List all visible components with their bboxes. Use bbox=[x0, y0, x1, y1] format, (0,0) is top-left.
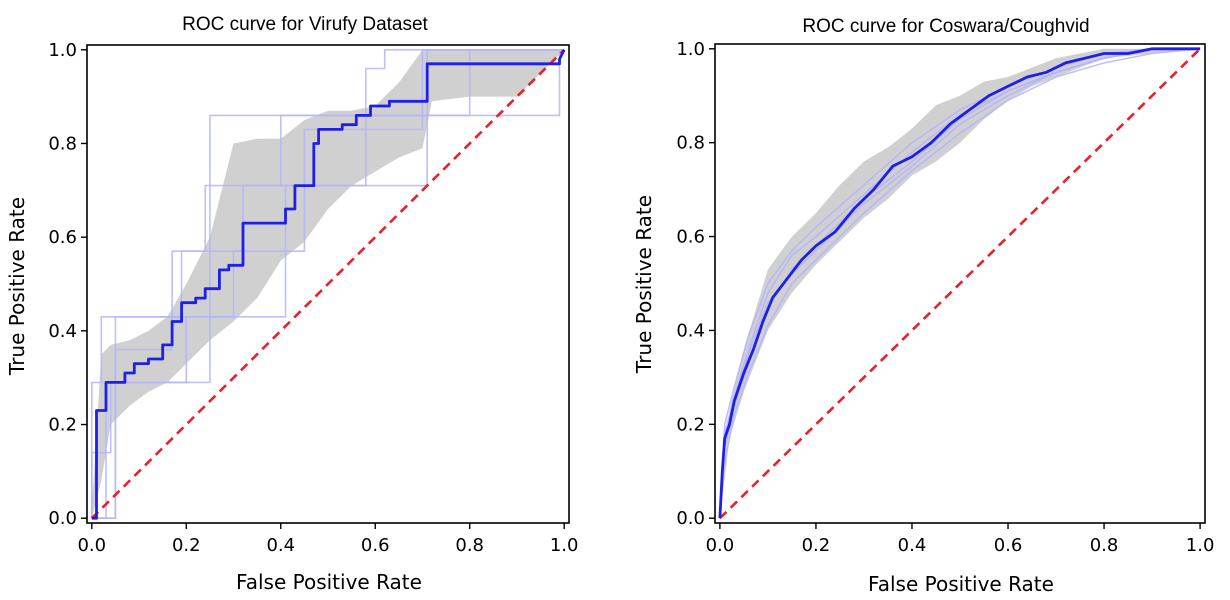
chance-line bbox=[718, 47, 1202, 520]
chart-title: ROC curve for Virufy Dataset bbox=[182, 14, 428, 35]
x-tick-label: 0.0 bbox=[706, 535, 735, 556]
x-tick-label: 0.0 bbox=[77, 535, 106, 556]
plot-frame bbox=[86, 44, 570, 524]
y-tick-label: 0.2 bbox=[676, 414, 705, 435]
plot-area bbox=[90, 48, 566, 520]
x-axis-label: False Positive Rate bbox=[868, 572, 1054, 596]
y-tick-label: 0.6 bbox=[676, 227, 705, 248]
x-tick-label: 0.6 bbox=[361, 535, 390, 556]
std-band bbox=[91, 49, 565, 519]
chance-line bbox=[90, 48, 566, 520]
x-tick-label: 0.8 bbox=[1090, 535, 1119, 556]
fold-curve-3 bbox=[91, 48, 565, 519]
plot-frame bbox=[714, 43, 1206, 524]
y-axis-label: True Positive Rate bbox=[5, 197, 29, 376]
y-tick-label: 0.0 bbox=[48, 508, 77, 529]
y-tick-label: 0.0 bbox=[676, 508, 705, 529]
fold-curve-1 bbox=[91, 48, 565, 519]
y-tick-label: 0.6 bbox=[48, 227, 77, 248]
x-tick-label: 0.2 bbox=[802, 535, 831, 556]
x-tick-label: 1.0 bbox=[550, 535, 579, 556]
plot-area bbox=[718, 47, 1202, 520]
x-tick-label: 0.8 bbox=[455, 535, 484, 556]
x-tick-label: 0.6 bbox=[994, 535, 1023, 556]
roc-panel-virufy: ROC curve for Virufy Dataset False Posit… bbox=[5, 14, 579, 594]
y-axis-label: True Positive Rate bbox=[632, 195, 656, 374]
fold-curve-5 bbox=[91, 48, 565, 520]
std-band bbox=[719, 48, 1201, 519]
mean-roc-curve bbox=[91, 49, 566, 520]
mean-roc-curve bbox=[718, 47, 1201, 519]
fold-curve-3 bbox=[719, 48, 1201, 519]
x-axis-label: False Positive Rate bbox=[236, 570, 422, 594]
roc-panel-coswara-coughvid: ROC curve for Coswara/Coughvid False Pos… bbox=[632, 16, 1214, 596]
x-tick-label: 0.4 bbox=[266, 535, 295, 556]
y-tick-label: 1.0 bbox=[676, 39, 705, 60]
y-tick-label: 0.4 bbox=[676, 320, 705, 341]
chart-title: ROC curve for Coswara/Coughvid bbox=[802, 16, 1089, 37]
y-tick-label: 0.8 bbox=[48, 133, 77, 154]
y-tick-label: 0.2 bbox=[48, 415, 77, 436]
x-tick-label: 0.4 bbox=[898, 535, 927, 556]
y-tick-label: 1.0 bbox=[48, 40, 77, 61]
x-tick-label: 1.0 bbox=[1186, 535, 1215, 556]
y-tick-label: 0.4 bbox=[48, 321, 77, 342]
y-tick-label: 0.8 bbox=[676, 133, 705, 154]
x-tick-label: 0.2 bbox=[172, 535, 201, 556]
